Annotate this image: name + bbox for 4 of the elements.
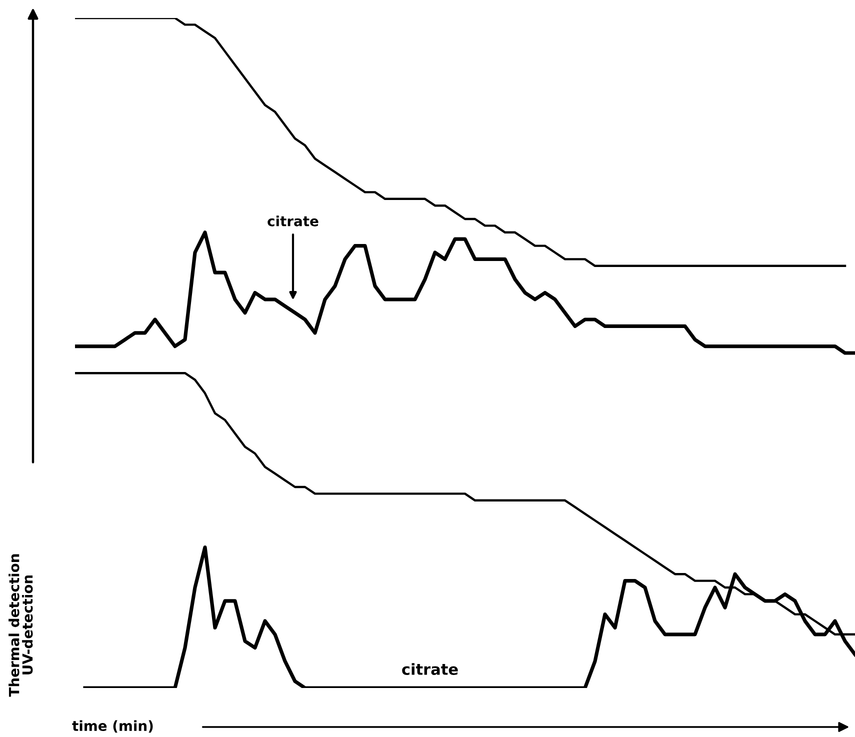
annotation: citrate — [402, 663, 458, 675]
y-axis-title: Thermal detection UV-detection — [8, 554, 33, 697]
x-axis-title: time (min) — [72, 720, 153, 733]
annotation: citrate — [268, 216, 318, 226]
